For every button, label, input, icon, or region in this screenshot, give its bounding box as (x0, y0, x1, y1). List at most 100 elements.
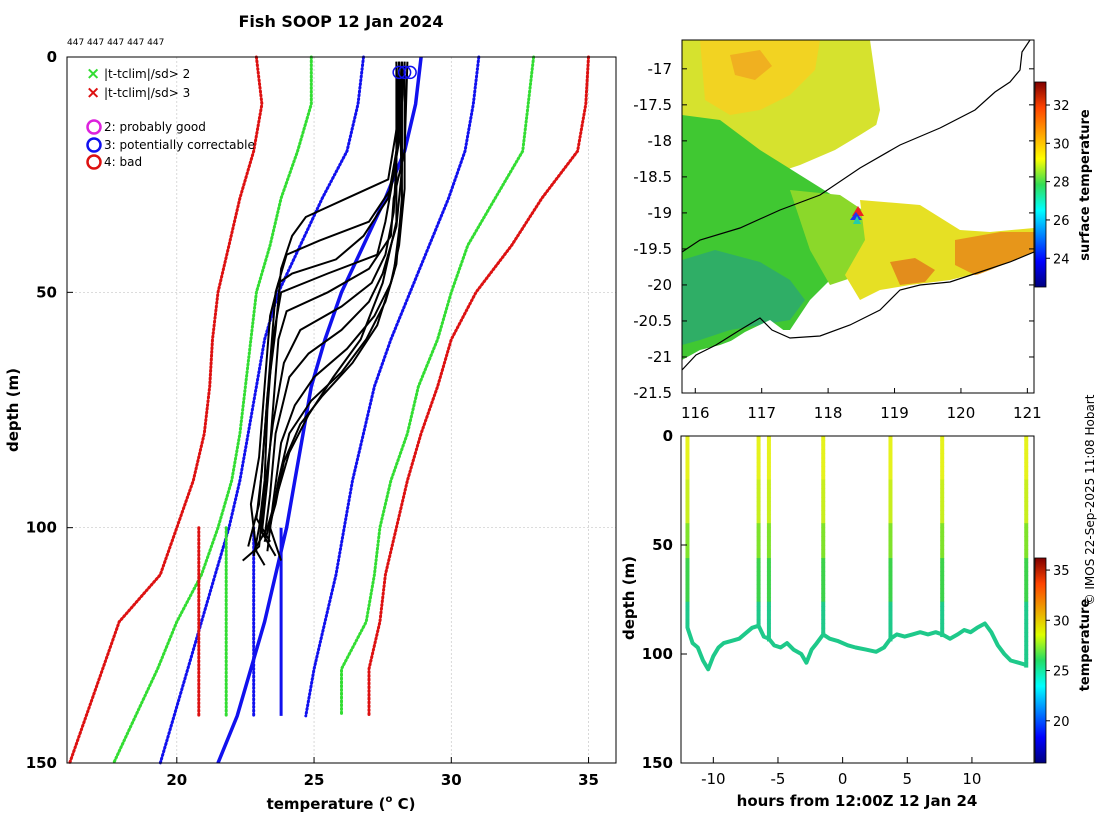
temperature-colorbar (1034, 557, 1047, 764)
map-ytick-label: -20 (648, 276, 673, 294)
cast-sample (685, 579, 690, 585)
cast-sample (766, 562, 771, 568)
cast-sample (685, 571, 690, 577)
cast-sample (756, 475, 761, 481)
cast-sample (821, 553, 826, 559)
cast-sample (888, 566, 893, 572)
cast-sample (685, 475, 690, 481)
cast-sample (756, 514, 761, 520)
cast-sample (888, 606, 893, 611)
cast-sample (940, 619, 945, 624)
qc-flag-marker (403, 65, 417, 80)
cast-sample (888, 592, 893, 598)
cast-sample (940, 440, 945, 446)
cast-sample (766, 483, 771, 489)
profile-grid (67, 56, 616, 764)
map-ytick-label: -19 (648, 204, 673, 222)
cast-sample (940, 531, 945, 537)
cast-sample (888, 571, 893, 577)
cast-sample (756, 479, 761, 485)
cast-sample (685, 597, 690, 603)
dt-ytick-label: 100 (642, 645, 673, 663)
cast-sample (940, 479, 945, 485)
cast-sample (756, 566, 761, 572)
cast-sample (888, 527, 893, 533)
cast-sample (940, 436, 945, 441)
cast-sample (821, 545, 826, 550)
cast-sample (766, 531, 771, 537)
cast-sample (940, 501, 945, 507)
cast-sample (940, 592, 945, 598)
cast-sample (756, 619, 761, 624)
sst-orange-patch-north (730, 50, 772, 80)
cast-sample (888, 614, 893, 620)
temperature-profiles (242, 61, 409, 566)
clim-minus-1sd (158, 55, 365, 765)
cast-sample (685, 610, 690, 616)
dt-xtick-label: 0 (838, 770, 848, 788)
cast-sample (940, 566, 945, 572)
cast-sample (766, 492, 771, 498)
cast-sample (756, 453, 761, 459)
profile-axes (67, 57, 616, 763)
cast-sample (888, 514, 893, 520)
cast-sample (940, 505, 945, 511)
cast-sample (1024, 518, 1029, 524)
cast-sample (766, 540, 771, 546)
sst-cbar-tick-label: 32 (1053, 99, 1070, 114)
cast-sample (888, 540, 893, 546)
cast-sample (940, 488, 945, 494)
cast-sample (756, 584, 761, 590)
cast-sample (821, 540, 826, 546)
cast-sample (685, 592, 690, 598)
cast-sample (766, 601, 771, 607)
cast-sample (756, 579, 761, 585)
profile-xtick-label: 20 (166, 771, 187, 789)
map-ytick-label: -18.5 (633, 168, 672, 186)
cast-sample (685, 444, 690, 450)
cast-sample (1024, 488, 1029, 494)
qc-flag-marker (397, 65, 412, 80)
cast-sample (756, 592, 761, 598)
cast-sample (756, 614, 761, 620)
profile-ytick-label: 50 (36, 283, 57, 301)
cast-sample (940, 549, 945, 555)
cast-sample (1024, 584, 1029, 590)
map-ytick-label: -18 (648, 132, 673, 150)
cast-sample (685, 549, 690, 555)
profile-7 (263, 61, 403, 538)
cast-sample (1024, 540, 1029, 546)
cast-sample (888, 488, 893, 494)
cast-sample (1024, 466, 1029, 472)
cast-sample (766, 632, 771, 638)
cast-sample (685, 558, 690, 563)
cast-sample (888, 466, 893, 472)
sst-yellow-patches (700, 40, 820, 115)
cast-sample (940, 492, 945, 498)
cast-sample (821, 584, 826, 590)
dt-xtick-label: -5 (770, 770, 785, 788)
cast-sample (888, 475, 893, 481)
cast-sample (685, 492, 690, 498)
cast-sample (766, 518, 771, 524)
cast-sample (821, 614, 826, 620)
cast-sample (888, 545, 893, 550)
cast-sample (1024, 545, 1029, 550)
cast-sample (756, 562, 761, 568)
cast-sample (685, 588, 690, 594)
sst-map-ticks: 116 117 118 119 120 121 -17 -17.5 -18 -18.5 -19 -19… (633, 60, 1041, 422)
cast-sample (766, 488, 771, 494)
cast-sample (1024, 462, 1029, 468)
cast-sample (766, 514, 771, 520)
cast-sample (766, 436, 771, 441)
cast-sample (1024, 632, 1029, 638)
cast-sample (940, 601, 945, 607)
cast-sample (821, 566, 826, 572)
cast-sample (821, 531, 826, 537)
cast-sample (821, 497, 826, 502)
cast-sample (940, 588, 945, 594)
cast-sample (821, 627, 826, 633)
cast-sample (756, 571, 761, 577)
profile-6 (242, 61, 401, 562)
cast-sample (766, 549, 771, 555)
